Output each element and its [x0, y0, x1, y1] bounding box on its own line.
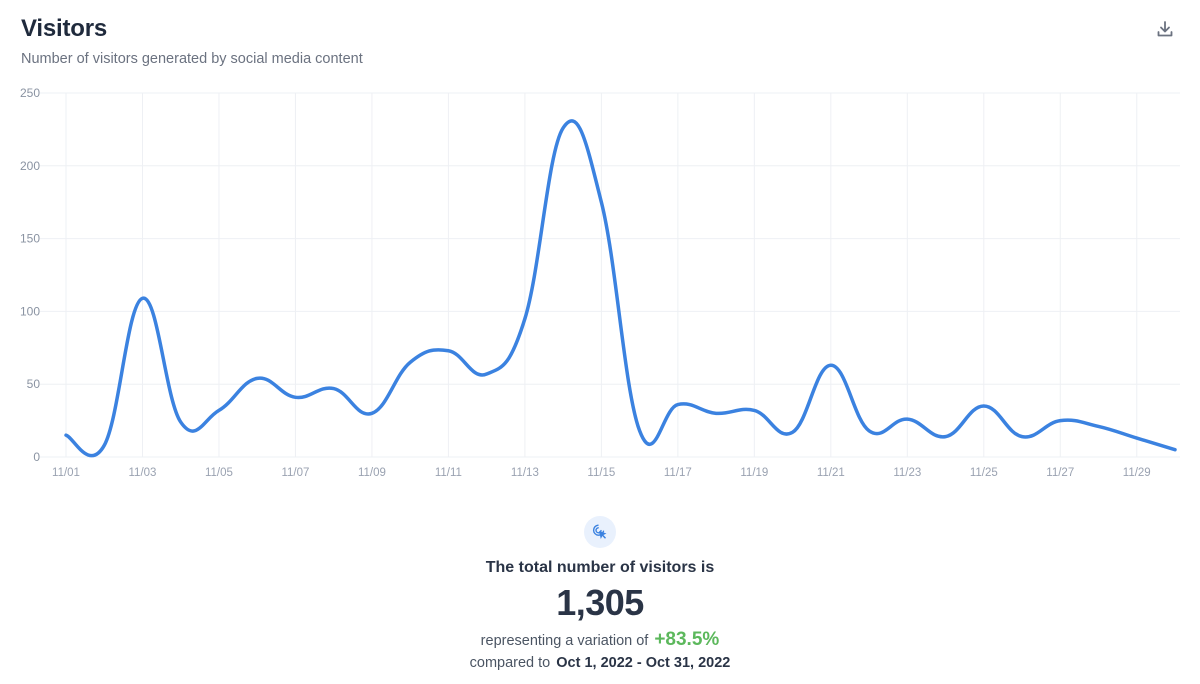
x-tick-label: 11/05: [205, 467, 233, 479]
y-tick-label: 250: [20, 86, 40, 100]
y-tick-label: 50: [27, 377, 41, 391]
summary-heading: The total number of visitors is: [485, 559, 715, 576]
x-tick-label: 11/27: [1046, 467, 1074, 479]
chart-grid: [40, 92, 1180, 458]
y-tick-label: 100: [20, 304, 40, 318]
variation-line: representing a variation of +83.5%: [0, 629, 1200, 652]
y-tick-label: 150: [20, 232, 40, 246]
download-icon: [1157, 21, 1173, 37]
cursor-click-icon: [584, 516, 616, 548]
variation-value: +83.5%: [654, 629, 720, 650]
y-tick-label: 200: [20, 159, 40, 173]
x-tick-label: 11/17: [664, 467, 692, 479]
compare-period: Oct 1, 2022 - Oct 31, 2022: [556, 655, 731, 671]
x-tick-label: 11/11: [435, 467, 462, 479]
page-subtitle: Number of visitors generated by social m…: [21, 51, 363, 67]
x-tick-label: 11/13: [511, 467, 539, 479]
compare-prefix: compared to: [469, 655, 551, 671]
download-button[interactable]: [1153, 17, 1177, 41]
chart-series: [64, 119, 1177, 458]
x-tick-label: 11/15: [587, 467, 615, 479]
y-tick-label: 0: [33, 450, 40, 464]
x-tick-label: 11/23: [893, 467, 921, 479]
x-tick-label: 11/09: [358, 467, 386, 479]
variation-prefix: representing a variation of: [480, 633, 649, 649]
comparison-line: compared to Oct 1, 2022 - Oct 31, 2022: [0, 652, 1200, 674]
x-tick-label: 11/01: [52, 467, 80, 479]
x-tick-label: 11/07: [281, 467, 309, 479]
page-title: Visitors: [21, 15, 107, 42]
visitors-series-line: [64, 119, 1177, 458]
summary-panel: The total number of visitors is 1,305 re…: [0, 516, 1200, 674]
x-tick-label: 11/29: [1123, 467, 1151, 479]
total-visitors-value: 1,305: [556, 582, 644, 623]
x-tick-label: 11/21: [817, 467, 845, 479]
x-tick-label: 11/19: [740, 467, 768, 479]
y-axis: 0 50 100 150 200 250: [20, 86, 40, 464]
x-axis: 11/01 11/03 11/05 11/07 11/09 11/11 11/13 11/15…: [52, 467, 1151, 479]
x-tick-label: 11/03: [129, 467, 157, 479]
x-tick-label: 11/25: [970, 467, 998, 479]
